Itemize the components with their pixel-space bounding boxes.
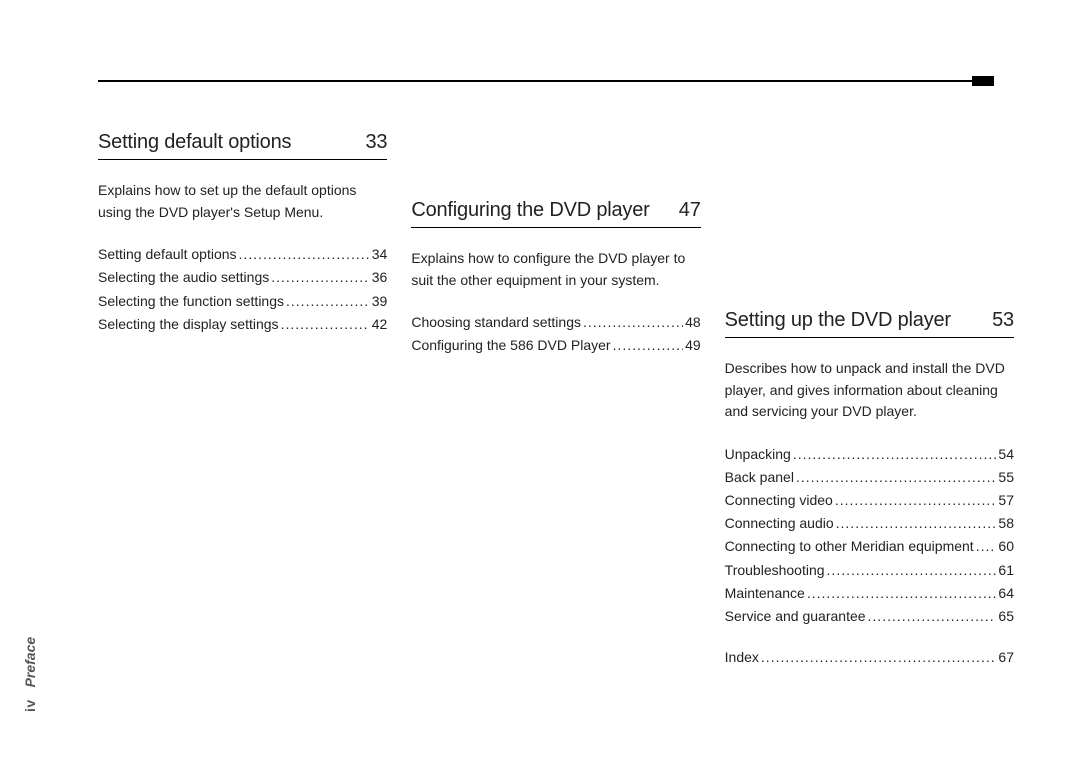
toc-page: 36 [372, 266, 388, 289]
toc-leader-dots [281, 313, 370, 336]
toc-label: Selecting the audio settings [98, 266, 269, 289]
spacer [725, 628, 1014, 646]
toc-list: Setting default options 34 Selecting the… [98, 243, 387, 335]
toc-column-1: Setting default options 33 Explains how … [98, 120, 387, 669]
section-title: Setting up the DVD player [725, 308, 992, 333]
toc-entry: Selecting the display settings 42 [98, 313, 387, 336]
toc-entry: Selecting the audio settings 36 [98, 266, 387, 289]
horizontal-rule [98, 80, 994, 82]
toc-list: Unpacking 54 Back panel 55 Connecting vi… [725, 443, 1014, 628]
toc-entry: Connecting video 57 [725, 489, 1014, 512]
toc-page: 34 [372, 243, 388, 266]
section-description: Describes how to unpack and install the … [725, 358, 1014, 423]
toc-page: 54 [998, 443, 1014, 466]
toc-page: 49 [685, 334, 701, 357]
toc-page: 55 [998, 466, 1014, 489]
toc-label: Unpacking [725, 443, 791, 466]
toc-page: 42 [372, 313, 388, 336]
toc-page: 58 [998, 512, 1014, 535]
toc-columns: Setting default options 33 Explains how … [98, 120, 1014, 669]
toc-label: Troubleshooting [725, 559, 825, 582]
section-heading: Configuring the DVD player 47 [411, 198, 700, 228]
toc-label: Index [725, 646, 759, 669]
toc-leader-dots [807, 582, 997, 605]
toc-page: 61 [998, 559, 1014, 582]
sidebar-page-label: iv Preface [38, 696, 113, 712]
toc-label: Service and guarantee [725, 605, 866, 628]
toc-label: Selecting the display settings [98, 313, 279, 336]
toc-page: 39 [372, 290, 388, 313]
toc-leader-dots [976, 535, 997, 558]
toc-page: 67 [998, 646, 1014, 669]
toc-entry: Connecting to other Meridian equipment 6… [725, 535, 1014, 558]
toc-page: 60 [998, 535, 1014, 558]
toc-page: 64 [998, 582, 1014, 605]
toc-leader-dots [827, 559, 997, 582]
toc-label: Setting default options [98, 243, 237, 266]
section-page: 33 [365, 131, 387, 154]
toc-entry: Maintenance 64 [725, 582, 1014, 605]
toc-leader-dots [583, 311, 683, 334]
toc-label: Connecting video [725, 489, 833, 512]
section-title: Configuring the DVD player [411, 198, 678, 223]
toc-leader-dots [796, 466, 996, 489]
toc-entry: Back panel 55 [725, 466, 1014, 489]
toc-leader-dots [239, 243, 370, 266]
section-description: Explains how to configure the DVD player… [411, 248, 700, 291]
section-page: 47 [679, 199, 701, 222]
toc-leader-dots [613, 334, 684, 357]
section-heading: Setting default options 33 [98, 130, 387, 160]
toc-column-3: Setting up the DVD player 53 Describes h… [725, 120, 1014, 669]
section-name: Preface [22, 637, 38, 688]
toc-entry: Unpacking 54 [725, 443, 1014, 466]
toc-label: Back panel [725, 466, 794, 489]
toc-entry: Setting default options 34 [98, 243, 387, 266]
toc-label: Choosing standard settings [411, 311, 581, 334]
toc-label: Connecting audio [725, 512, 834, 535]
toc-page: 57 [998, 489, 1014, 512]
toc-page: 65 [998, 605, 1014, 628]
toc-entry: Troubleshooting 61 [725, 559, 1014, 582]
toc-label: Selecting the function settings [98, 290, 284, 313]
toc-entry: Connecting audio 58 [725, 512, 1014, 535]
section-page: 53 [992, 309, 1014, 332]
toc-entry: Selecting the function settings 39 [98, 290, 387, 313]
toc-leader-dots [793, 443, 997, 466]
toc-list: Choosing standard settings 48 Configurin… [411, 311, 700, 357]
section-heading: Setting up the DVD player 53 [725, 308, 1014, 338]
toc-leader-dots [868, 605, 997, 628]
toc-list: Index 67 [725, 646, 1014, 669]
toc-leader-dots [835, 489, 997, 512]
toc-page: 48 [685, 311, 701, 334]
toc-leader-dots [761, 646, 997, 669]
toc-label: Connecting to other Meridian equipment [725, 535, 974, 558]
page-number: iv [22, 699, 38, 712]
toc-label: Maintenance [725, 582, 805, 605]
section-title: Setting default options [98, 130, 365, 155]
toc-entry: Configuring the 586 DVD Player 49 [411, 334, 700, 357]
toc-leader-dots [836, 512, 997, 535]
toc-leader-dots [286, 290, 370, 313]
toc-label: Configuring the 586 DVD Player [411, 334, 610, 357]
toc-entry: Choosing standard settings 48 [411, 311, 700, 334]
toc-column-2: Configuring the DVD player 47 Explains h… [411, 120, 700, 669]
toc-entry: Service and guarantee 65 [725, 605, 1014, 628]
section-description: Explains how to set up the default optio… [98, 180, 387, 223]
toc-entry: Index 67 [725, 646, 1014, 669]
toc-leader-dots [271, 266, 370, 289]
